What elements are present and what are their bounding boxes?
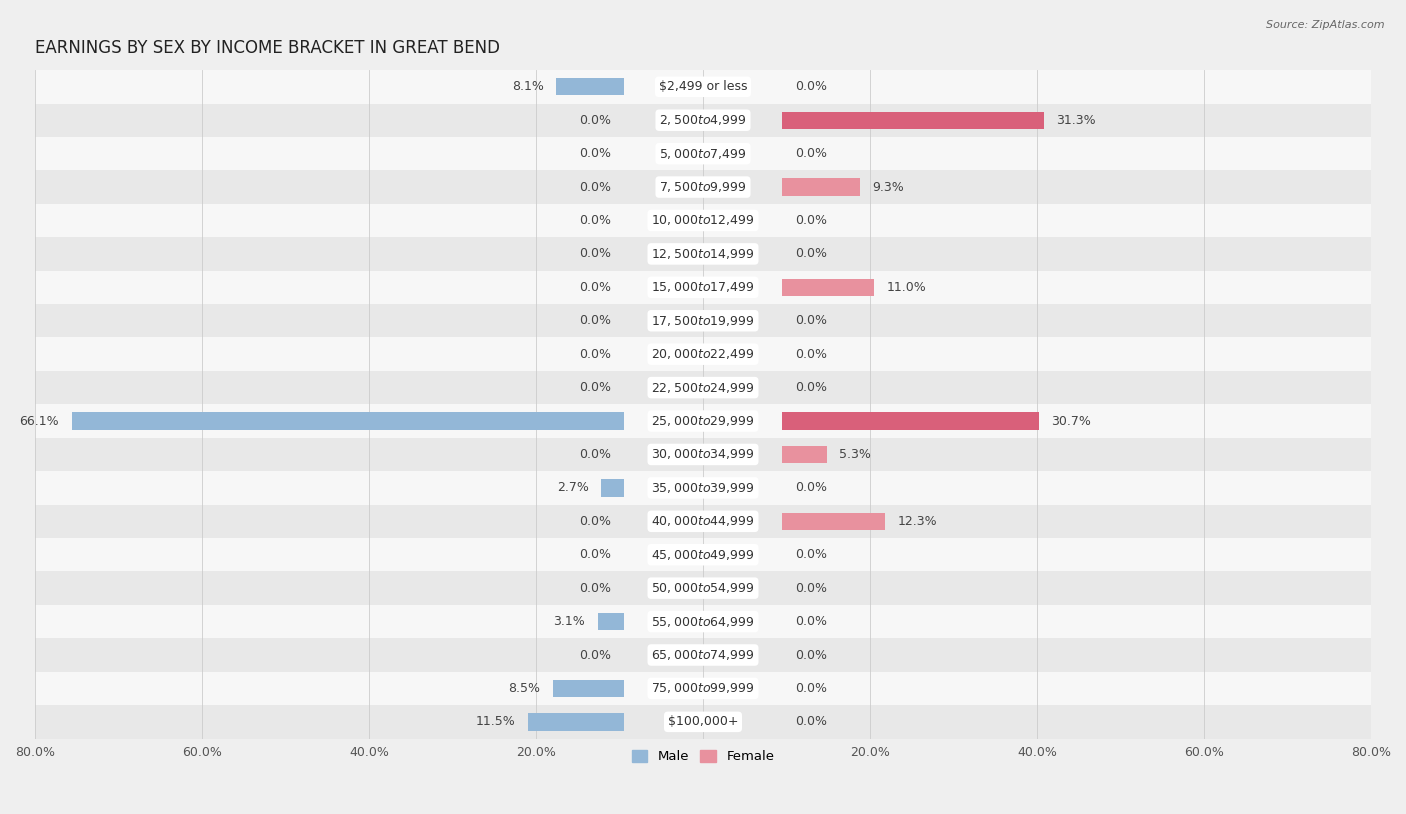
Text: 0.0%: 0.0% bbox=[794, 247, 827, 260]
Bar bbox=[72, 413, 624, 430]
Text: 0.0%: 0.0% bbox=[579, 114, 612, 127]
Bar bbox=[35, 270, 1371, 304]
Text: 0.0%: 0.0% bbox=[794, 582, 827, 595]
Text: $12,500 to $14,999: $12,500 to $14,999 bbox=[651, 247, 755, 261]
Bar bbox=[782, 112, 1043, 129]
Text: 0.0%: 0.0% bbox=[579, 448, 612, 461]
Text: 0.0%: 0.0% bbox=[794, 481, 827, 494]
Text: 0.0%: 0.0% bbox=[579, 181, 612, 194]
Text: 0.0%: 0.0% bbox=[794, 314, 827, 327]
Bar bbox=[598, 613, 624, 630]
Text: 0.0%: 0.0% bbox=[579, 381, 612, 394]
Text: 0.0%: 0.0% bbox=[579, 147, 612, 160]
Text: $50,000 to $54,999: $50,000 to $54,999 bbox=[651, 581, 755, 595]
Text: 0.0%: 0.0% bbox=[579, 348, 612, 361]
Text: 12.3%: 12.3% bbox=[897, 514, 938, 527]
Text: 3.1%: 3.1% bbox=[554, 615, 585, 628]
Text: $25,000 to $29,999: $25,000 to $29,999 bbox=[651, 414, 755, 428]
Bar bbox=[553, 680, 624, 697]
Text: 0.0%: 0.0% bbox=[579, 214, 612, 227]
Text: 0.0%: 0.0% bbox=[794, 615, 827, 628]
Text: $30,000 to $34,999: $30,000 to $34,999 bbox=[651, 448, 755, 462]
Bar bbox=[555, 78, 624, 95]
Text: $7,500 to $9,999: $7,500 to $9,999 bbox=[659, 180, 747, 194]
Bar bbox=[35, 371, 1371, 405]
Text: 31.3%: 31.3% bbox=[1056, 114, 1095, 127]
Text: 0.0%: 0.0% bbox=[579, 514, 612, 527]
Text: 8.1%: 8.1% bbox=[512, 81, 544, 94]
Text: 8.5%: 8.5% bbox=[508, 682, 540, 695]
Text: 0.0%: 0.0% bbox=[794, 147, 827, 160]
Text: 5.3%: 5.3% bbox=[839, 448, 870, 461]
Text: 11.0%: 11.0% bbox=[887, 281, 927, 294]
Text: $45,000 to $49,999: $45,000 to $49,999 bbox=[651, 548, 755, 562]
Text: $15,000 to $17,499: $15,000 to $17,499 bbox=[651, 280, 755, 295]
Text: 2.7%: 2.7% bbox=[557, 481, 589, 494]
Text: 9.3%: 9.3% bbox=[873, 181, 904, 194]
Text: $75,000 to $99,999: $75,000 to $99,999 bbox=[651, 681, 755, 695]
Text: $22,500 to $24,999: $22,500 to $24,999 bbox=[651, 381, 755, 395]
Text: 30.7%: 30.7% bbox=[1052, 414, 1091, 427]
Text: 0.0%: 0.0% bbox=[579, 247, 612, 260]
Bar bbox=[35, 170, 1371, 204]
Text: 0.0%: 0.0% bbox=[794, 81, 827, 94]
Text: $100,000+: $100,000+ bbox=[668, 716, 738, 729]
Bar bbox=[35, 538, 1371, 571]
Bar bbox=[782, 178, 860, 195]
Bar bbox=[35, 304, 1371, 338]
Text: 0.0%: 0.0% bbox=[579, 582, 612, 595]
Bar bbox=[35, 605, 1371, 638]
Text: 0.0%: 0.0% bbox=[794, 682, 827, 695]
Text: 0.0%: 0.0% bbox=[579, 549, 612, 561]
Text: 0.0%: 0.0% bbox=[579, 649, 612, 662]
Text: $10,000 to $12,499: $10,000 to $12,499 bbox=[651, 213, 755, 227]
Text: 0.0%: 0.0% bbox=[794, 716, 827, 729]
Text: Source: ZipAtlas.com: Source: ZipAtlas.com bbox=[1267, 20, 1385, 30]
Bar bbox=[35, 70, 1371, 103]
Bar bbox=[35, 103, 1371, 137]
Bar bbox=[35, 705, 1371, 738]
Bar bbox=[35, 638, 1371, 672]
Bar bbox=[782, 446, 827, 463]
Bar bbox=[602, 479, 624, 497]
Bar bbox=[35, 237, 1371, 270]
Text: 0.0%: 0.0% bbox=[794, 649, 827, 662]
Text: 0.0%: 0.0% bbox=[579, 314, 612, 327]
Text: $40,000 to $44,999: $40,000 to $44,999 bbox=[651, 514, 755, 528]
Bar bbox=[35, 672, 1371, 705]
Text: 66.1%: 66.1% bbox=[20, 414, 59, 427]
Text: $5,000 to $7,499: $5,000 to $7,499 bbox=[659, 147, 747, 160]
Bar bbox=[782, 413, 1039, 430]
Text: $2,500 to $4,999: $2,500 to $4,999 bbox=[659, 113, 747, 127]
Bar bbox=[782, 513, 884, 530]
Text: $2,499 or less: $2,499 or less bbox=[659, 81, 747, 94]
Text: 0.0%: 0.0% bbox=[794, 549, 827, 561]
Text: $35,000 to $39,999: $35,000 to $39,999 bbox=[651, 481, 755, 495]
Text: $17,500 to $19,999: $17,500 to $19,999 bbox=[651, 313, 755, 328]
Text: 0.0%: 0.0% bbox=[579, 281, 612, 294]
Text: $55,000 to $64,999: $55,000 to $64,999 bbox=[651, 615, 755, 628]
Text: 0.0%: 0.0% bbox=[794, 381, 827, 394]
Bar bbox=[35, 471, 1371, 505]
Bar bbox=[35, 571, 1371, 605]
Bar bbox=[35, 505, 1371, 538]
Bar bbox=[782, 278, 875, 296]
Text: $20,000 to $22,499: $20,000 to $22,499 bbox=[651, 348, 755, 361]
Bar bbox=[527, 713, 624, 730]
Bar bbox=[35, 438, 1371, 471]
Bar bbox=[35, 338, 1371, 371]
Text: $65,000 to $74,999: $65,000 to $74,999 bbox=[651, 648, 755, 662]
Text: 0.0%: 0.0% bbox=[794, 348, 827, 361]
Text: 11.5%: 11.5% bbox=[475, 716, 515, 729]
Bar bbox=[35, 405, 1371, 438]
Text: EARNINGS BY SEX BY INCOME BRACKET IN GREAT BEND: EARNINGS BY SEX BY INCOME BRACKET IN GRE… bbox=[35, 39, 501, 58]
Legend: Male, Female: Male, Female bbox=[626, 745, 780, 768]
Bar bbox=[35, 204, 1371, 237]
Bar bbox=[35, 137, 1371, 170]
Text: 0.0%: 0.0% bbox=[794, 214, 827, 227]
